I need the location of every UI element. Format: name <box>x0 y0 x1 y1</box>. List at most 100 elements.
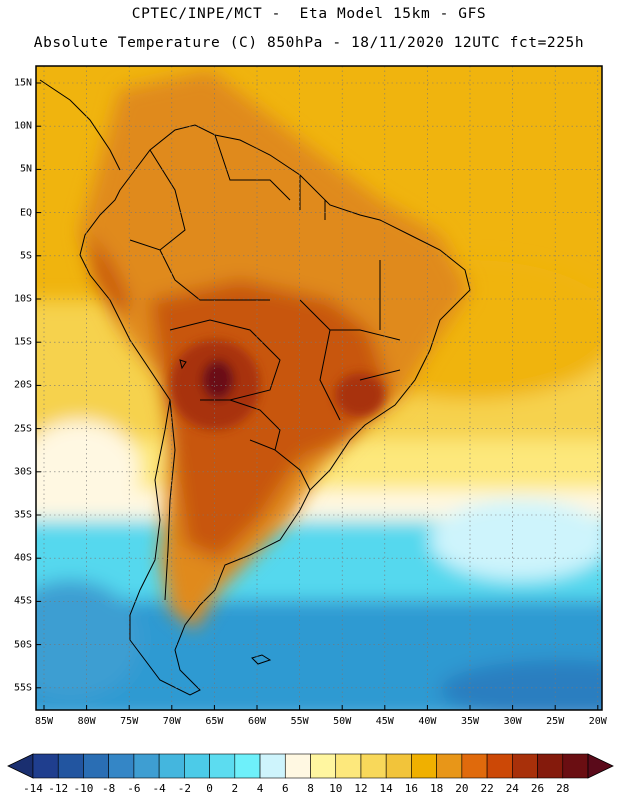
lat-label: 5S <box>19 250 32 262</box>
atlantic-cool-pool <box>430 500 602 580</box>
lat-label: 5N <box>19 163 32 175</box>
border-uruguay <box>274 449 311 491</box>
colorbar-label: -4 <box>152 782 166 795</box>
andes-warm-strip <box>85 230 130 320</box>
lon-label: 30W <box>503 716 522 727</box>
lon-label: 40W <box>418 716 437 727</box>
lat-label: 30S <box>13 466 32 478</box>
lon-label: 55W <box>290 716 309 727</box>
colorbar-label: 18 <box>430 782 444 795</box>
hot-spot-east <box>335 373 385 417</box>
colorbar-label: 12 <box>354 782 368 795</box>
central-america-coastline <box>39 79 121 171</box>
lon-label: 25W <box>546 716 565 727</box>
lat-label: 10S <box>13 293 32 305</box>
lon-label: 50W <box>333 716 352 727</box>
south-deep-cold <box>440 660 602 710</box>
colorbar-label: -12 <box>48 782 69 795</box>
colorbar-label: 0 <box>206 782 213 795</box>
lat-label: EQ <box>19 207 32 219</box>
colorbar-cell <box>512 753 538 779</box>
lon-label: 60W <box>247 716 267 727</box>
map-frame <box>35 65 603 711</box>
chart-title: CPTEC/INPE/MCT - Eta Model 15km - GFS <box>131 6 487 22</box>
colorbar-cell <box>57 753 84 779</box>
pacific-pale-pool <box>36 420 140 520</box>
border-brazil-states <box>299 260 401 421</box>
lat-label: 10N <box>13 120 32 132</box>
colorbar-cell <box>385 753 412 779</box>
colorbar-label: 24 <box>505 782 519 795</box>
lon-label: 45W <box>375 716 394 727</box>
graticule <box>36 66 602 710</box>
colorbar-cell <box>184 753 210 779</box>
chart-subtitle: Absolute Temperature (C) 850hPa - 18/11/… <box>33 35 585 51</box>
lat-label: 55S <box>13 682 32 694</box>
colorbar-label: -14 <box>23 782 43 795</box>
border-peru-brazil <box>159 249 270 301</box>
axis-ticks <box>36 82 599 710</box>
colorbar-label: 28 <box>556 782 570 795</box>
colorbar-cell <box>310 753 337 779</box>
colorbar-cell <box>335 753 362 779</box>
colorbar-cell <box>158 753 185 779</box>
colorbar-label: 2 <box>231 782 239 795</box>
border-venezuela <box>214 134 291 201</box>
lon-label: 80W <box>77 716 96 727</box>
lat-label: 25S <box>13 423 32 435</box>
colorbar-extend-high <box>587 753 614 779</box>
lon-label: 20W <box>588 716 607 727</box>
colorbar-cell <box>133 753 160 779</box>
colorbar-label: -2 <box>177 782 191 795</box>
colorbar-label: -8 <box>102 782 116 795</box>
colorbar-cell <box>562 753 589 779</box>
colorbar-cell <box>284 753 311 779</box>
colorbar-cell <box>486 753 513 779</box>
lake-titicaca <box>179 359 187 370</box>
colorbar-label: 10 <box>329 782 343 795</box>
lat-label: 20S <box>13 379 32 391</box>
lon-label: 70W <box>162 716 181 727</box>
colorbar-cell <box>537 753 564 779</box>
colorbar-cell <box>209 753 236 779</box>
colorbar-label: 6 <box>281 782 289 795</box>
colorbar-cell <box>436 753 463 779</box>
colorbar-label: 8 <box>307 782 314 795</box>
lon-label: 85W <box>34 716 54 727</box>
lon-label: 75W <box>120 716 139 727</box>
colorbar-label: 22 <box>480 782 494 795</box>
colorbar-label: 16 <box>404 782 419 795</box>
lat-label: 50S <box>13 639 32 651</box>
lon-label: 65W <box>205 716 224 727</box>
lat-label: 45S <box>13 595 32 607</box>
colorbar-cell <box>32 753 59 779</box>
colorbar-label: 14 <box>379 782 393 795</box>
lat-label: 15S <box>13 336 32 348</box>
pacific-cold <box>36 580 140 700</box>
border-colombia <box>129 149 186 251</box>
border-guianas <box>299 175 326 220</box>
colorbar-extend-low <box>7 753 34 779</box>
colorbar-cell <box>83 753 109 779</box>
colorbar <box>7 753 614 779</box>
colorbar-label: -6 <box>127 782 141 795</box>
coastlines-and-borders <box>39 79 471 696</box>
falkland-islands <box>251 654 272 665</box>
lat-label: 35S <box>13 509 32 521</box>
border-chile-argentina <box>164 399 176 601</box>
lon-label: 35W <box>460 716 480 727</box>
colorbar-cell <box>461 753 488 779</box>
colorbar-cell <box>360 753 387 779</box>
colorbar-cell <box>259 753 286 779</box>
hot-core-inner <box>202 360 234 400</box>
colorbar-label: 26 <box>530 782 545 795</box>
colorbar-cell <box>108 753 135 779</box>
colorbar-cell <box>234 753 261 779</box>
colorbar-cell <box>411 753 437 779</box>
border-paraguay <box>229 399 281 451</box>
lat-label: 40S <box>13 552 32 564</box>
colorbar-label: 4 <box>256 782 264 795</box>
colorbar-label: 20 <box>455 782 469 795</box>
lat-label: 15N <box>13 77 32 89</box>
